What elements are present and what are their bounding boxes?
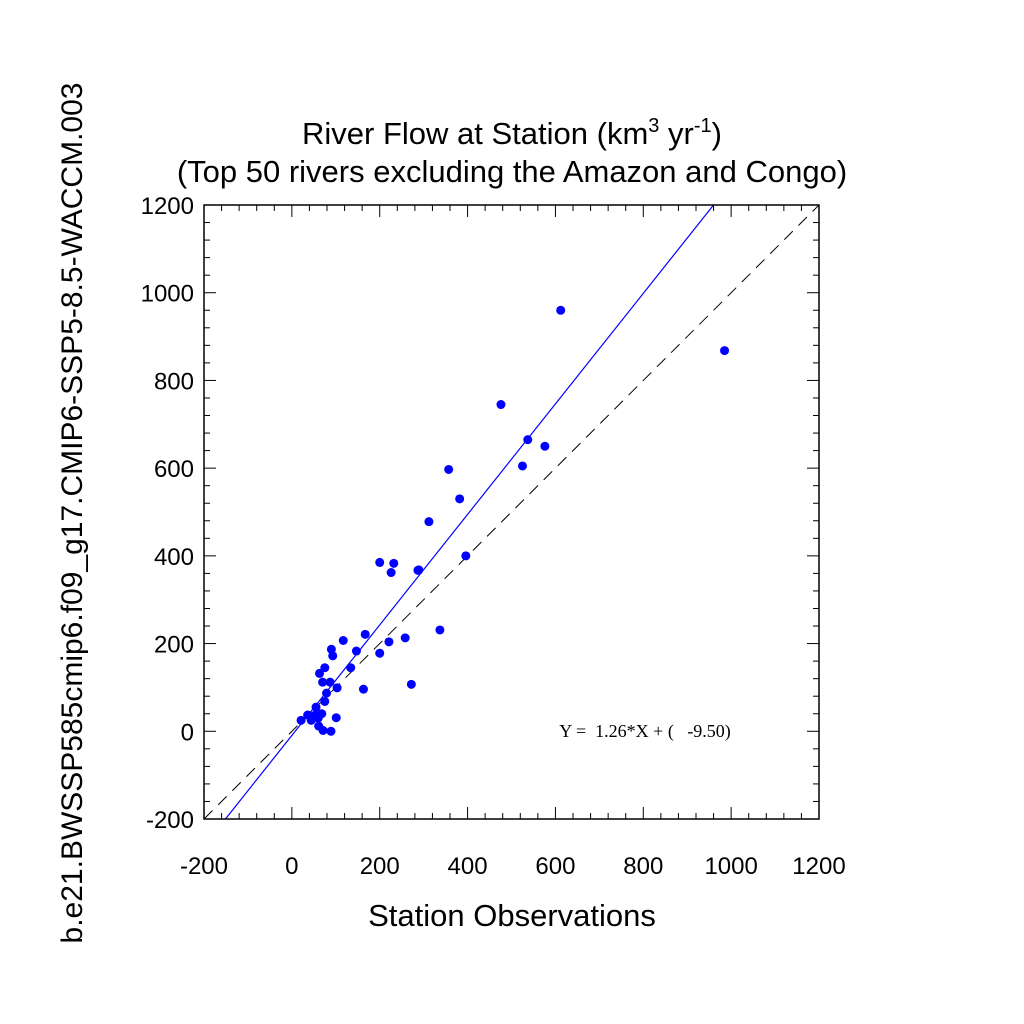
data-point: [320, 696, 330, 706]
y-axis-label: b.e21.BWSSP585cmip6.f09_g17.CMIP6-SSP5-8…: [56, 83, 89, 944]
data-point: [406, 679, 416, 689]
data-point: [435, 625, 445, 635]
x-tick-label: 600: [535, 853, 575, 880]
data-point: [384, 637, 394, 647]
chart-title: River Flow at Station (km3 yr-1): [302, 115, 722, 151]
data-point: [496, 400, 506, 410]
plot-frame: [203, 204, 820, 820]
data-point: [331, 713, 341, 723]
regression-equation: Y = 1.26*X + ( -9.50): [559, 721, 731, 742]
data-point: [400, 633, 410, 643]
data-point: [313, 713, 323, 723]
data-point: [322, 688, 332, 698]
data-point: [517, 461, 527, 471]
x-tick-label: 400: [448, 853, 488, 880]
y-tick-label: 200: [154, 632, 194, 659]
y-tick-label: 1200: [141, 193, 194, 220]
x-tick-label: 800: [623, 853, 663, 880]
x-tick-label: 1000: [704, 853, 757, 880]
y-tick-label: 0: [181, 719, 194, 746]
data-point: [455, 494, 465, 504]
data-point: [360, 629, 370, 639]
y-tick-label: -200: [146, 807, 194, 834]
x-tick-label: 1200: [792, 853, 845, 880]
data-point: [444, 464, 454, 474]
data-point: [326, 726, 336, 736]
data-point: [375, 557, 385, 567]
data-point: [320, 663, 330, 673]
data-point: [315, 668, 325, 678]
data-point: [306, 715, 316, 725]
data-point: [318, 725, 328, 735]
y-tick-label: 400: [154, 544, 194, 571]
data-point: [556, 305, 566, 315]
tick-labels: -200 0 200 400 600 800 1000 1200 -200 0 200 400 600 8…: [141, 193, 846, 880]
data-point: [720, 346, 730, 356]
y-tick-label: 1000: [141, 281, 194, 308]
data-point: [296, 715, 306, 725]
data-point: [424, 517, 434, 527]
data-point: [318, 677, 328, 687]
data-point: [351, 646, 361, 656]
data-points: [296, 305, 730, 736]
data-point: [461, 551, 471, 561]
data-point: [328, 651, 338, 661]
data-point: [325, 677, 335, 687]
data-point: [311, 702, 321, 712]
data-point: [386, 568, 396, 578]
x-tick-label: -200: [180, 853, 228, 880]
y-tick-label: 600: [154, 456, 194, 483]
data-point: [389, 558, 399, 568]
data-point: [375, 648, 385, 658]
chart-subtitle: (Top 50 rivers excluding the Amazon and …: [177, 154, 847, 189]
data-point: [523, 435, 533, 445]
x-tick-label: 0: [285, 853, 298, 880]
data-point: [332, 683, 342, 693]
y-tick-label: 800: [154, 368, 194, 395]
data-point: [338, 636, 348, 646]
data-point: [540, 441, 550, 451]
data-point: [346, 663, 356, 673]
x-tick-label: 200: [360, 853, 400, 880]
data-point: [358, 684, 368, 694]
data-point: [413, 565, 423, 575]
x-axis-label: Station Observations: [368, 898, 656, 933]
